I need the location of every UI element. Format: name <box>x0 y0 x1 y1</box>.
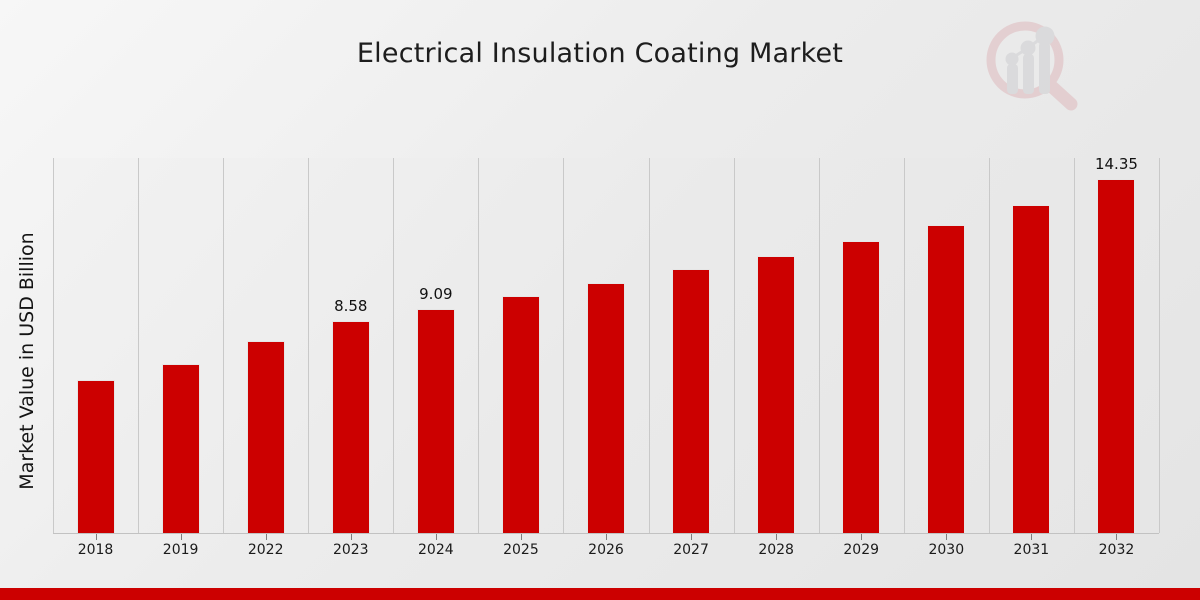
x-tick-mark-2026 <box>606 534 607 540</box>
bar-value-label-2023: 8.58 <box>334 297 368 316</box>
gridline <box>989 158 990 533</box>
x-tick-label-2028: 2028 <box>758 542 794 558</box>
gridline <box>734 158 735 533</box>
x-tick-mark-2030 <box>946 534 948 540</box>
bar-2029[interactable] <box>842 240 881 533</box>
x-tick-label-2027: 2027 <box>673 542 709 558</box>
x-tick-label-2029: 2029 <box>843 542 880 558</box>
x-tick-mark-2024 <box>435 534 437 540</box>
bar-2024[interactable] <box>416 308 455 533</box>
bottom-accent-band <box>0 588 1200 600</box>
bar-value-label-2024: 9.09 <box>419 284 453 303</box>
gridline <box>563 158 564 533</box>
bar-2018[interactable] <box>76 380 115 533</box>
gridline <box>1159 158 1160 533</box>
x-tick-mark-2019 <box>180 534 182 540</box>
bar-2027[interactable] <box>672 269 711 533</box>
gridline <box>223 158 224 533</box>
gridline <box>904 158 905 533</box>
bar-value-label-2032: 14.35 <box>1094 154 1138 173</box>
x-tick-mark-2027 <box>691 534 693 540</box>
bar-2023[interactable] <box>331 321 370 533</box>
x-tick-label-2031: 2031 <box>1013 542 1050 558</box>
bar-2032[interactable] <box>1097 178 1136 533</box>
x-tick-label-2032: 2032 <box>1098 542 1135 558</box>
bar-2026[interactable] <box>587 283 625 533</box>
bar-2019[interactable] <box>161 363 200 533</box>
x-tick-mark-2032 <box>1116 534 1118 540</box>
x-axis-line <box>53 533 1159 534</box>
bar-2030[interactable] <box>927 224 966 533</box>
x-tick-label-2024: 2024 <box>418 542 454 558</box>
x-tick-mark-2023 <box>350 534 352 540</box>
plot-area <box>53 158 1160 533</box>
gridline <box>478 158 479 533</box>
page-title: Electrical Insulation Coating Market <box>356 38 844 69</box>
gridline <box>649 158 650 533</box>
bar-2022[interactable] <box>246 340 285 533</box>
x-tick-label-2023: 2023 <box>332 542 369 558</box>
x-tick-label-2019: 2019 <box>162 542 199 558</box>
bar-2025[interactable] <box>501 295 540 533</box>
gridline <box>393 158 394 533</box>
x-tick-mark-2029 <box>861 534 863 540</box>
x-tick-mark-2022 <box>265 534 267 540</box>
gridline <box>53 158 54 533</box>
x-tick-label-2018: 2018 <box>77 542 114 558</box>
bar-2031[interactable] <box>1012 205 1051 533</box>
x-tick-label-2030: 2030 <box>928 542 965 558</box>
gridline <box>819 158 820 533</box>
y-axis-title: Market Value in USD Billion <box>16 232 38 490</box>
bar-2028[interactable] <box>757 256 796 533</box>
x-tick-label-2022: 2022 <box>247 542 284 558</box>
x-tick-mark-2028 <box>776 534 778 540</box>
x-tick-mark-2025 <box>520 534 522 540</box>
gridline <box>308 158 309 533</box>
x-tick-mark-2031 <box>1031 534 1033 540</box>
gridline <box>138 158 139 533</box>
gridline <box>1074 158 1075 533</box>
x-tick-label-2025: 2025 <box>503 542 539 558</box>
x-tick-label-2026: 2026 <box>588 542 624 558</box>
x-tick-mark-2018 <box>95 534 97 540</box>
